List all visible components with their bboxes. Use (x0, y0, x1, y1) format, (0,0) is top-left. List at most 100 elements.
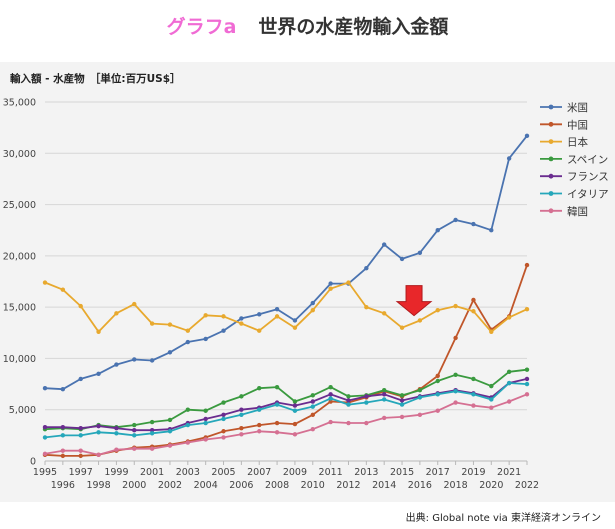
data-point (78, 303, 83, 309)
data-point (399, 402, 405, 407)
series-line-5 (45, 378, 528, 432)
data-point (221, 429, 226, 434)
data-point (167, 350, 173, 355)
data-point (274, 384, 280, 390)
data-point (149, 321, 155, 326)
data-point (328, 419, 333, 425)
data-point (399, 414, 405, 420)
data-point (167, 417, 173, 423)
data-point (274, 420, 280, 426)
legend-label: 日本 (567, 136, 588, 149)
data-point (471, 297, 476, 303)
data-point (381, 388, 387, 393)
data-point (239, 425, 244, 431)
source-note: 出典: Global note via 東洋経済オンライン (405, 513, 601, 524)
data-point (96, 452, 101, 458)
data-point (381, 392, 387, 397)
data-point (149, 428, 155, 433)
x-tick-label: 2010 (301, 480, 325, 491)
figure-title: 世界の水産物輸入金額 (258, 16, 449, 38)
data-point (203, 408, 208, 413)
data-point (310, 404, 315, 409)
data-point (489, 329, 494, 334)
data-point (506, 369, 512, 374)
data-point (42, 424, 48, 430)
data-point (42, 435, 48, 440)
data-point (417, 250, 423, 255)
data-point (132, 433, 137, 438)
data-point (239, 407, 244, 412)
data-point (471, 309, 476, 314)
x-tick-label: 1998 (86, 480, 110, 491)
data-point (149, 358, 155, 363)
data-point (274, 306, 280, 312)
data-point (42, 280, 48, 285)
series-line-6 (44, 382, 528, 439)
data-point (292, 421, 298, 427)
line-chart: 輸入額 - 水産物 ［単位:百万US$］ 0 5,000 10,000 15,000 20… (3, 72, 609, 491)
data-point (328, 286, 333, 291)
x-tick-label: 2013 (354, 467, 378, 478)
data-point (417, 388, 423, 393)
data-point (435, 308, 440, 313)
data-point (381, 311, 387, 316)
page-title: グラフa 世界の水産物輸入金額 (0, 12, 615, 39)
data-point (381, 415, 387, 421)
y-tick-label: 15,000 (3, 303, 36, 314)
data-point (132, 422, 137, 428)
data-point (239, 316, 244, 321)
data-point (489, 405, 494, 410)
data-point (453, 217, 458, 223)
data-point (471, 376, 476, 382)
data-point (257, 429, 262, 434)
data-point (96, 329, 101, 334)
series-line-4 (44, 368, 528, 431)
data-point (185, 339, 191, 345)
data-point (203, 336, 208, 342)
data-point (114, 362, 119, 367)
data-point (310, 300, 315, 306)
legend-label: スペイン (567, 154, 608, 166)
y-tick-label: 35,000 (3, 98, 36, 109)
data-point (60, 453, 66, 459)
data-point (185, 328, 191, 333)
data-point (399, 393, 405, 398)
data-point (78, 453, 83, 459)
x-tick-label: 1996 (51, 480, 75, 491)
data-point (328, 396, 333, 401)
data-point (96, 371, 101, 377)
legend-marker (548, 191, 554, 196)
data-point (167, 429, 173, 434)
data-point (239, 412, 244, 418)
x-tick-label: 2012 (336, 480, 360, 491)
data-point (328, 281, 333, 286)
data-point (132, 301, 137, 307)
data-point (292, 403, 298, 408)
data-point (42, 451, 48, 457)
data-point (114, 447, 119, 452)
data-point (78, 448, 83, 453)
data-point (364, 420, 369, 426)
data-point (364, 400, 369, 405)
data-point (364, 394, 369, 399)
data-point (292, 408, 298, 413)
x-tick-label: 2021 (497, 467, 521, 478)
data-point (346, 394, 351, 399)
data-point (132, 446, 137, 451)
data-point (114, 311, 119, 316)
data-point (78, 376, 83, 382)
data-point (221, 416, 226, 422)
figure-label: グラフa (166, 16, 237, 38)
data-point (506, 380, 512, 386)
data-point (310, 399, 315, 404)
data-point (328, 384, 333, 390)
data-point (149, 446, 155, 451)
data-point (185, 407, 191, 412)
series-line-1 (44, 135, 528, 391)
y-tick-label: 25,000 (3, 200, 36, 211)
y-tick-label: 0 (30, 457, 36, 468)
data-point (96, 430, 101, 435)
x-tick-label: 2018 (443, 480, 467, 491)
data-point (506, 315, 512, 320)
data-point (399, 256, 405, 262)
